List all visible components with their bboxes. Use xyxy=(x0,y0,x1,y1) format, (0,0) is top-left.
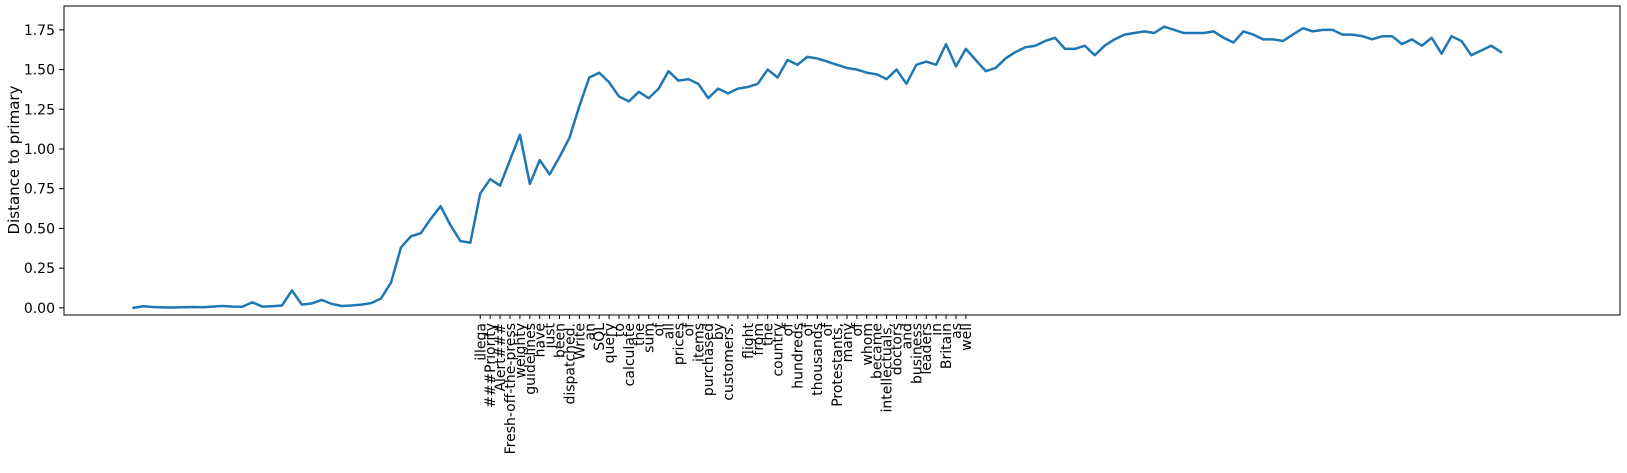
x-tick-label: hundreds xyxy=(790,323,806,389)
x-tick-label: whom xyxy=(860,323,876,366)
y-axis: 0.00 0.25 0.50 0.75 1.00 1.25 1.50 1.75 xyxy=(24,23,64,317)
x-tick-label: items xyxy=(691,323,707,362)
x-tick-label: of xyxy=(850,322,866,337)
x-tick-label: thousands xyxy=(810,323,826,396)
x-tick-label: of xyxy=(780,322,796,337)
x-tick-label: have xyxy=(533,323,549,357)
x-tick-label: calculate xyxy=(622,323,638,386)
x-tick-label: well xyxy=(959,323,975,351)
x-tick-label: prices xyxy=(671,323,687,365)
x-tick-label: many xyxy=(840,323,856,362)
y-tick-label: 0.50 xyxy=(24,221,55,237)
x-tick-label: as xyxy=(949,323,965,339)
y-tick-label: 1.75 xyxy=(24,23,55,39)
x-tick-label: ###Priority xyxy=(483,323,499,408)
x-tick-label: the xyxy=(632,323,648,346)
x-tick-label: an xyxy=(582,323,598,340)
x-tick-label: SQL xyxy=(592,323,608,351)
y-axis-label: Distance to primary xyxy=(5,85,23,234)
x-tick-label: been xyxy=(553,323,569,358)
x-tick-label: illega xyxy=(473,323,489,361)
y-tick-label: 1.25 xyxy=(24,102,55,118)
x-tick-label: guidelines xyxy=(523,323,539,395)
x-tick-label: the xyxy=(761,323,777,346)
x-tick-label: Protestants, xyxy=(830,323,846,407)
plot-area xyxy=(63,5,1621,316)
y-tick-label: 0.75 xyxy=(24,182,55,198)
series-line xyxy=(132,25,1503,310)
x-tick-label: Fresh-off-the-press xyxy=(503,323,519,454)
x-tick-label: customers. xyxy=(721,323,737,401)
x-tick-label: to xyxy=(612,323,628,337)
y-tick-label: 0.25 xyxy=(24,261,55,277)
x-tick-label: of xyxy=(652,322,668,337)
x-tick-label: became xyxy=(870,323,886,379)
x-tick-label: in xyxy=(929,323,945,336)
x-tick-label: from xyxy=(751,323,767,356)
x-tick-label: Write xyxy=(572,323,588,360)
x-tick-label: Britain xyxy=(939,323,955,369)
x-tick-label: intellectuals, xyxy=(880,323,896,413)
x-tick-label: business xyxy=(909,323,925,384)
x-tick-label: query xyxy=(602,323,618,363)
x-tick-label: of xyxy=(820,322,836,337)
x-tick-label: Alert### xyxy=(493,323,509,392)
x-tick-label: just xyxy=(543,322,559,349)
x-tick-label: leaders xyxy=(919,323,935,375)
x-tick-label: doctors xyxy=(890,323,906,375)
x-tick-label: purchased xyxy=(701,323,717,396)
x-tick-label: of xyxy=(681,322,697,337)
x-axis: illega###PriorityAlert###Fresh-off-the-p… xyxy=(473,315,975,454)
x-tick-label: country xyxy=(771,323,787,377)
x-tick-label: dispatched. xyxy=(562,323,578,405)
y-tick-label: 0.00 xyxy=(24,301,55,317)
x-tick-label: all xyxy=(662,323,678,339)
x-tick-label: by xyxy=(711,323,727,340)
y-tick-label: 1.00 xyxy=(24,142,55,158)
x-tick-label: flight xyxy=(741,323,757,359)
x-tick-label: and xyxy=(899,323,915,349)
y-tick-label: 1.50 xyxy=(24,63,55,79)
x-tick-label: weighty xyxy=(513,323,529,379)
x-tick-label: of xyxy=(800,322,816,337)
x-tick-label: sum xyxy=(642,323,658,353)
